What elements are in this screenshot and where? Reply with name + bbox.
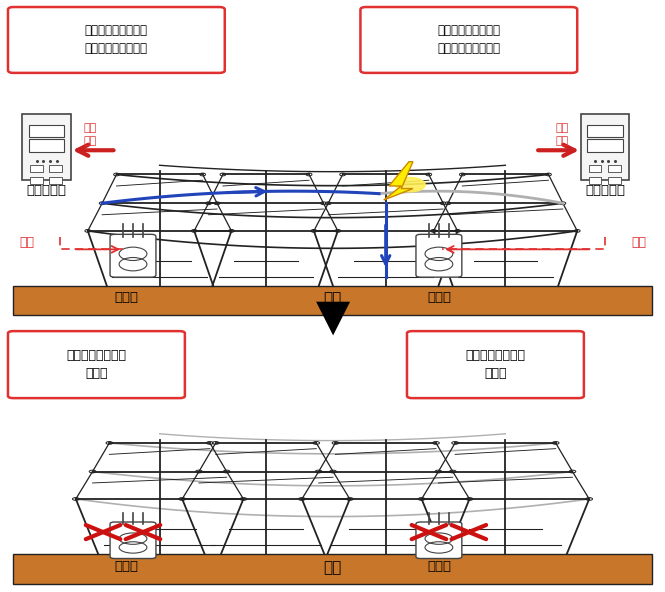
Text: 指令: 指令	[631, 236, 646, 249]
FancyBboxPatch shape	[587, 139, 623, 152]
FancyBboxPatch shape	[589, 178, 602, 185]
Text: 「電気の通り道」が
変わったことを検出: 「電気の通り道」が 変わったことを検出	[438, 24, 500, 56]
FancyBboxPatch shape	[587, 125, 623, 137]
Text: 指令: 指令	[19, 236, 34, 249]
Text: 大地: 大地	[323, 560, 342, 575]
FancyBboxPatch shape	[49, 178, 62, 185]
Circle shape	[396, 178, 425, 192]
FancyBboxPatch shape	[608, 165, 620, 172]
Text: 遮断器: 遮断器	[114, 291, 138, 304]
Text: 電流
電圧: 電流 電圧	[555, 123, 569, 146]
FancyBboxPatch shape	[360, 7, 577, 73]
FancyBboxPatch shape	[407, 331, 584, 398]
Text: ▼: ▼	[315, 295, 350, 338]
Text: 「電気の通り道」
を遮断: 「電気の通り道」 を遮断	[66, 349, 126, 380]
FancyBboxPatch shape	[23, 114, 71, 181]
FancyBboxPatch shape	[29, 139, 65, 152]
Polygon shape	[384, 162, 413, 200]
FancyBboxPatch shape	[8, 331, 185, 398]
FancyBboxPatch shape	[31, 178, 43, 185]
FancyBboxPatch shape	[589, 165, 602, 172]
FancyBboxPatch shape	[8, 7, 225, 73]
Text: 保護リレー: 保護リレー	[27, 184, 66, 197]
FancyBboxPatch shape	[416, 522, 462, 558]
Text: 保護リレー: 保護リレー	[585, 184, 625, 197]
FancyBboxPatch shape	[13, 286, 652, 315]
FancyBboxPatch shape	[31, 165, 43, 172]
FancyBboxPatch shape	[49, 165, 62, 172]
Text: 遮断器: 遮断器	[427, 291, 451, 304]
Text: 「電気の通り道」が
変わったことを検出: 「電気の通り道」が 変わったことを検出	[85, 24, 148, 56]
FancyBboxPatch shape	[110, 234, 156, 277]
FancyBboxPatch shape	[29, 125, 65, 137]
FancyBboxPatch shape	[110, 522, 156, 558]
FancyBboxPatch shape	[13, 554, 652, 584]
Text: 電流
電圧: 電流 電圧	[83, 123, 96, 146]
Text: 「電気の通り道」
を遮断: 「電気の通り道」 を遮断	[465, 349, 525, 380]
FancyBboxPatch shape	[608, 178, 620, 185]
FancyBboxPatch shape	[581, 114, 630, 181]
FancyBboxPatch shape	[416, 234, 462, 277]
Text: 大地: 大地	[323, 291, 342, 307]
Text: 遮断器: 遮断器	[427, 559, 451, 572]
Text: 遮断器: 遮断器	[114, 559, 138, 572]
